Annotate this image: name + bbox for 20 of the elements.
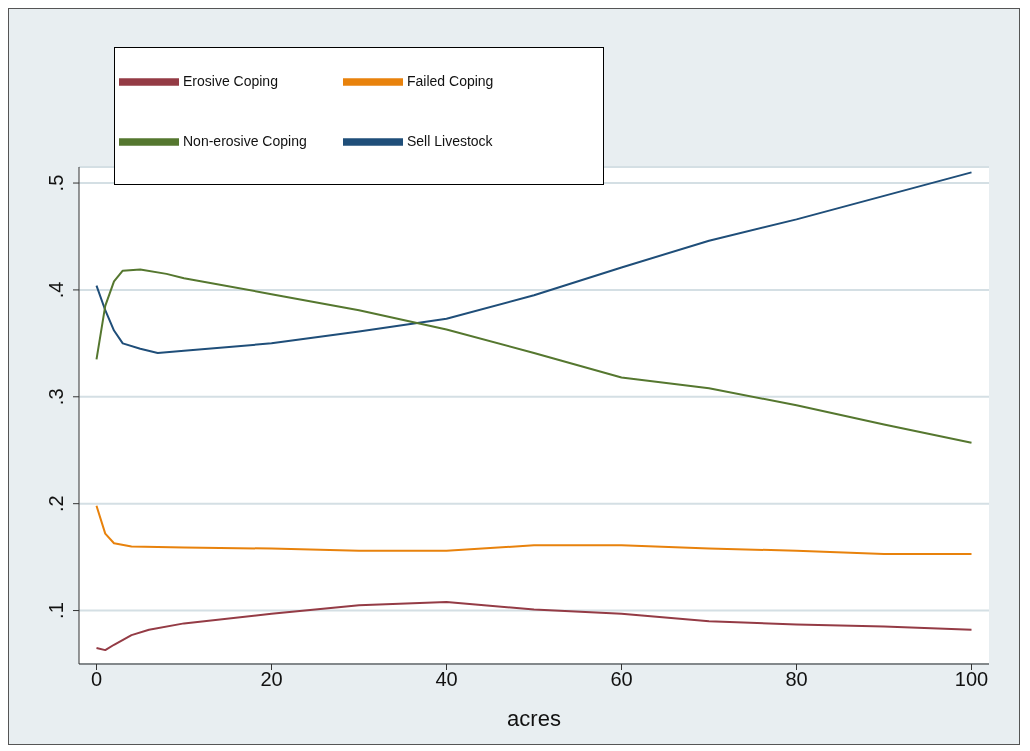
- legend-label: Failed Coping: [407, 73, 495, 90]
- y-tick-label: .2: [45, 495, 67, 513]
- x-tick-label: 40: [435, 668, 458, 691]
- line-series: [95, 601, 973, 652]
- line-series: [95, 171, 973, 354]
- legend-label: Sell Livestock: [407, 133, 494, 150]
- line-series: [95, 268, 973, 444]
- x-tick-label: 80: [785, 668, 808, 691]
- y-tick-label: .1: [45, 602, 67, 619]
- x-tick-label: 100: [954, 668, 989, 691]
- line-series: [95, 504, 973, 555]
- y-tick-label: .3: [45, 388, 67, 406]
- x-tick-label: 20: [260, 668, 283, 691]
- legend-label: Erosive Coping: [183, 73, 279, 90]
- x-tick-label: 0: [90, 668, 103, 691]
- x-axis-title: acres: [507, 706, 561, 731]
- x-tick-label: 60: [610, 668, 633, 691]
- y-tick-label: .5: [45, 174, 67, 192]
- y-tick-label: .4: [45, 281, 67, 299]
- legend-label: Non-erosive Coping: [183, 133, 308, 150]
